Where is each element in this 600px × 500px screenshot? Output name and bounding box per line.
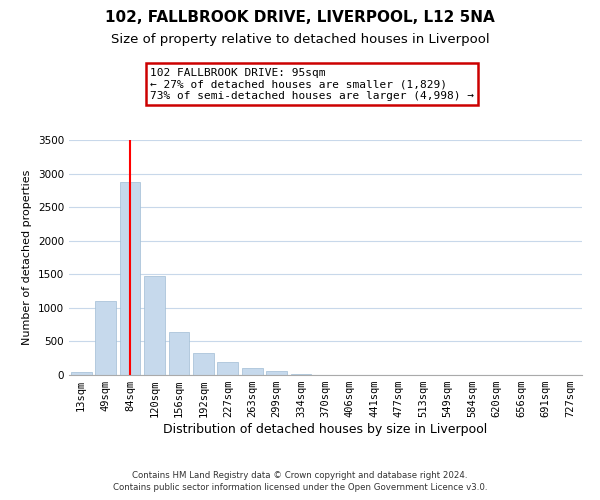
Bar [193, 353, 214, 375]
Bar [144, 276, 165, 375]
X-axis label: Distribution of detached houses by size in Liverpool: Distribution of detached houses by size … [163, 423, 488, 436]
Y-axis label: Number of detached properties: Number of detached properties [22, 170, 32, 345]
Bar [95, 302, 116, 375]
Bar [71, 372, 92, 375]
Bar [169, 332, 190, 375]
Text: 102, FALLBROOK DRIVE, LIVERPOOL, L12 5NA: 102, FALLBROOK DRIVE, LIVERPOOL, L12 5NA [105, 10, 495, 25]
Bar [242, 368, 263, 375]
Bar [266, 371, 287, 375]
Text: 102 FALLBROOK DRIVE: 95sqm
← 27% of detached houses are smaller (1,829)
73% of s: 102 FALLBROOK DRIVE: 95sqm ← 27% of deta… [150, 68, 474, 100]
Text: Contains public sector information licensed under the Open Government Licence v3: Contains public sector information licen… [113, 484, 487, 492]
Bar [217, 362, 238, 375]
Text: Size of property relative to detached houses in Liverpool: Size of property relative to detached ho… [110, 32, 490, 46]
Text: Contains HM Land Registry data © Crown copyright and database right 2024.: Contains HM Land Registry data © Crown c… [132, 471, 468, 480]
Bar [290, 374, 311, 375]
Bar [119, 182, 140, 375]
